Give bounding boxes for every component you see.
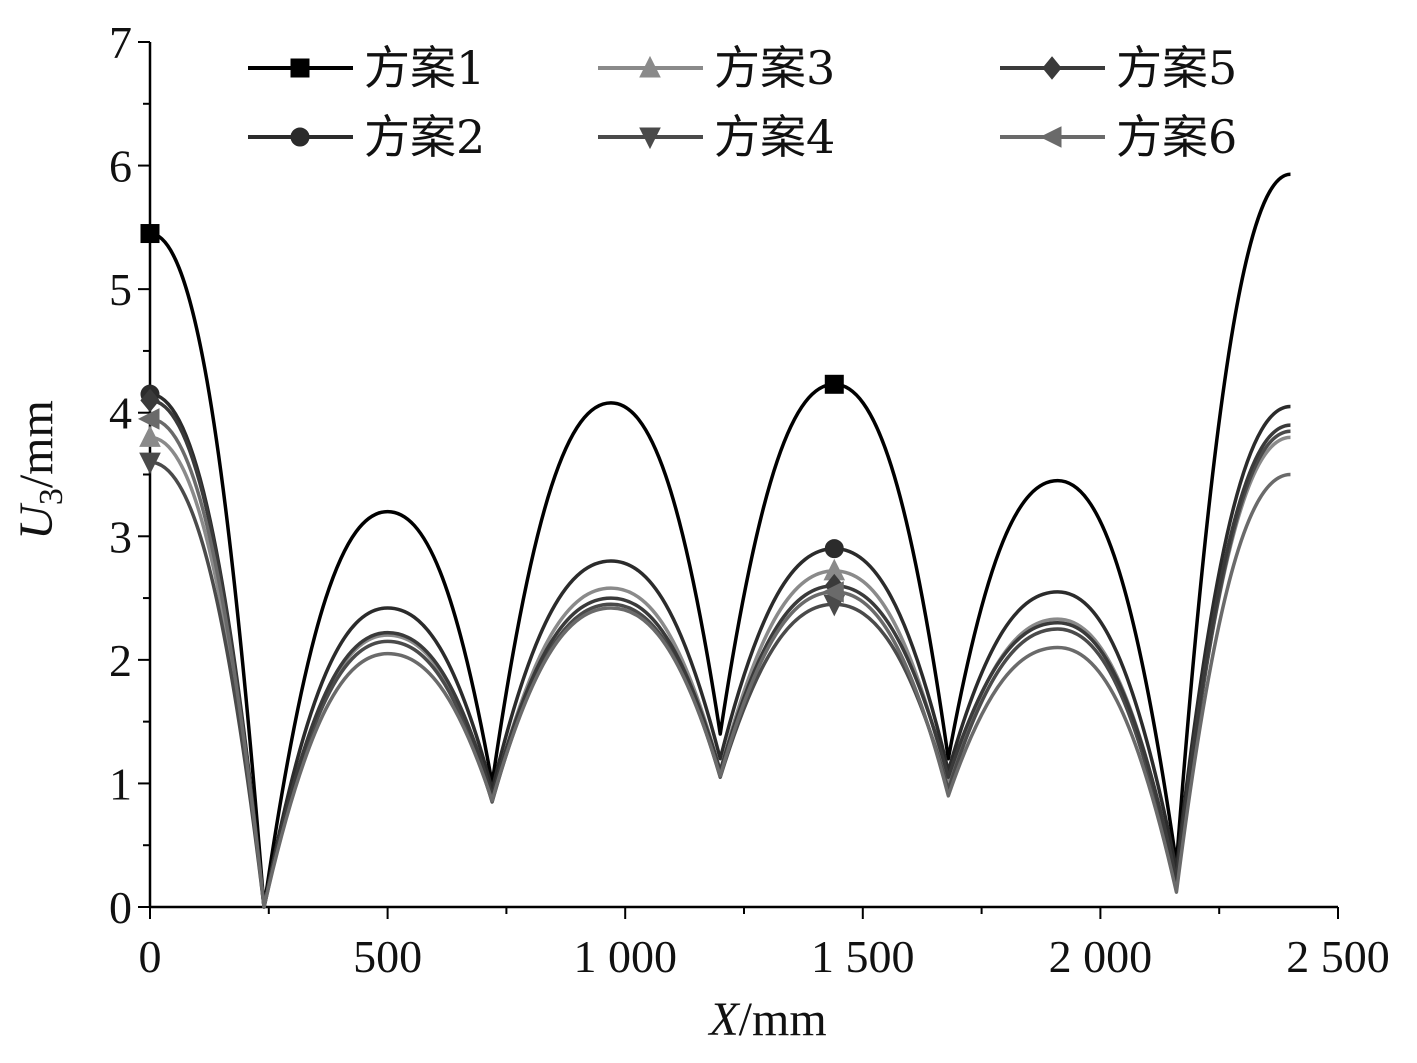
- x-ticks: 0 500 1 000 1 500 2 000 2 500: [139, 907, 1390, 982]
- legend-marker: [1039, 126, 1062, 148]
- data-point: [139, 452, 161, 475]
- legend-item: 方案6: [1000, 110, 1237, 164]
- series-line: [149, 172, 1291, 909]
- series-4: [139, 429, 1291, 909]
- y-tick-label: 5: [109, 264, 132, 315]
- axes: [148, 42, 1338, 909]
- legend-marker: [290, 127, 310, 147]
- series-line: [149, 398, 1291, 909]
- data-point: [137, 408, 160, 430]
- data-point: [824, 374, 844, 394]
- y-axis-var: U: [10, 502, 63, 540]
- legend-label: 方案3: [714, 41, 835, 95]
- x-tick-label: 2 500: [1286, 931, 1390, 982]
- y-axis-label: U3/mm: [10, 400, 70, 540]
- legend-label: 方案6: [1116, 110, 1237, 164]
- legend: 方案1 方案2 方案3 方案4 方案5 方案6: [248, 41, 1237, 164]
- series-line: [149, 417, 1291, 909]
- legend-marker: [639, 127, 661, 150]
- legend-item: 方案4: [598, 110, 835, 164]
- x-tick-label: 500: [353, 931, 422, 982]
- legend-item: 方案3: [598, 41, 835, 95]
- x-tick-label: 1 000: [573, 931, 677, 982]
- legend-label: 方案5: [1116, 41, 1237, 95]
- legend-label: 方案1: [364, 41, 485, 95]
- legend-item: 方案5: [1000, 41, 1237, 95]
- data-point: [824, 539, 844, 559]
- series-lines: [137, 172, 1291, 909]
- legend-marker: [1042, 56, 1062, 80]
- legend-item: 方案2: [248, 110, 485, 164]
- series-line: [149, 392, 1291, 909]
- y-tick-label: 4: [109, 388, 132, 439]
- y-tick-label: 0: [109, 882, 132, 933]
- y-tick-label: 3: [109, 511, 132, 562]
- legend-label: 方案4: [714, 110, 835, 164]
- y-tick-label: 7: [109, 17, 132, 68]
- legend-marker: [639, 55, 661, 78]
- series-1: [140, 172, 1291, 909]
- series-line: [149, 429, 1291, 909]
- y-axis-sub: 3: [33, 488, 70, 505]
- series-3: [139, 425, 1291, 909]
- data-point: [822, 581, 844, 603]
- legend-label: 方案2: [364, 110, 485, 164]
- series-line: [149, 435, 1291, 909]
- y-tick-label: 6: [109, 141, 132, 192]
- data-point: [139, 425, 161, 447]
- x-tick-label: 1 500: [811, 931, 915, 982]
- y-ticks: 0 1 2 3 4 5 6 7: [109, 17, 150, 933]
- y-tick-label: 1: [109, 758, 132, 809]
- y-tick-label: 2: [109, 635, 132, 686]
- x-tick-label: 2 000: [1049, 931, 1153, 982]
- x-axis-label: X/mm: [707, 993, 826, 1046]
- data-point: [140, 388, 160, 413]
- y-axis-unit: /mm: [10, 400, 63, 488]
- x-axis-var: X: [707, 993, 740, 1046]
- series-6: [137, 408, 1291, 909]
- legend-item: 方案1: [248, 41, 485, 95]
- x-tick-label: 0: [139, 931, 162, 982]
- x-axis-unit: /mm: [739, 993, 827, 1046]
- data-point: [140, 224, 160, 244]
- legend-marker: [290, 58, 310, 78]
